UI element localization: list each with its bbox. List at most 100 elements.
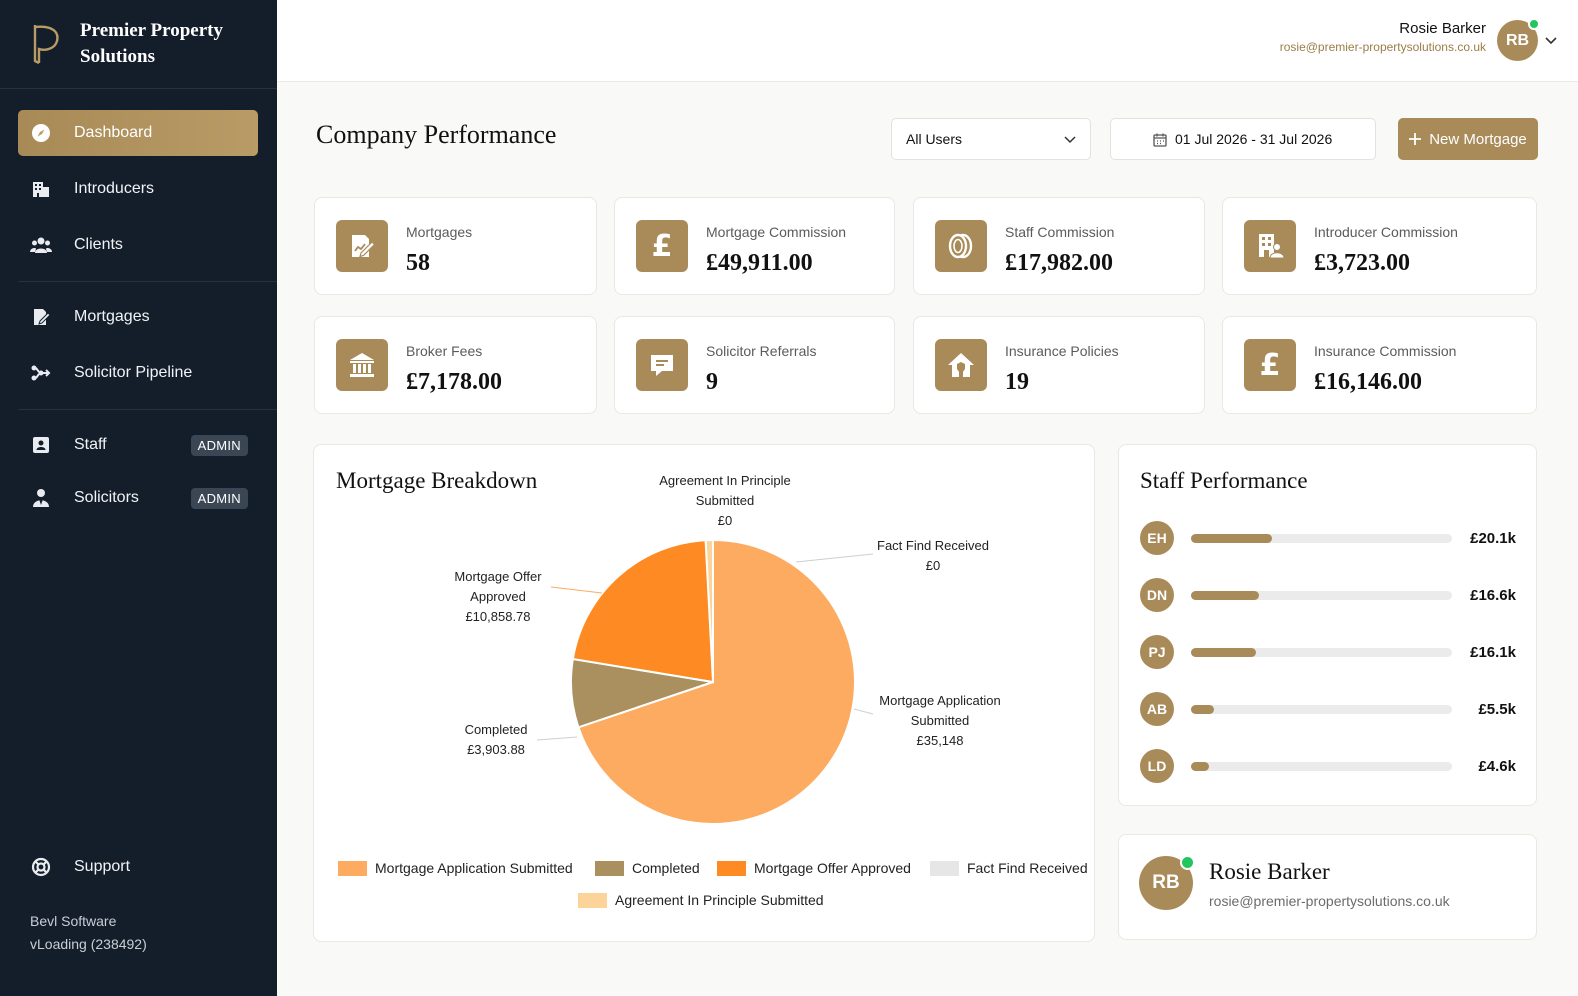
avatar: LD: [1140, 749, 1174, 783]
brand[interactable]: Premier Property Solutions: [0, 0, 277, 89]
id-badge-icon: [30, 434, 52, 456]
sidebar-divider: [18, 409, 277, 410]
legend-item-application-submitted[interactable]: Mortgage Application Submitted: [338, 860, 573, 876]
staff-row[interactable]: PJ £16.1k: [1140, 634, 1520, 670]
user-filter-select[interactable]: All Users: [891, 118, 1091, 160]
sidebar-item-solicitors[interactable]: Solicitors ADMIN: [18, 475, 258, 521]
pie-label-offer-approved: Mortgage Offer Approved £10,858.78: [454, 569, 542, 624]
sidebar-item-mortgages[interactable]: Mortgages: [18, 294, 258, 340]
pound-icon: £: [636, 220, 688, 272]
staff-performance-card: [1118, 444, 1537, 806]
stat-card-staff-commission[interactable]: Staff Commission £17,982.00: [913, 197, 1205, 295]
online-status-dot: [1180, 855, 1195, 870]
pie-label-fact-find: Fact Find Received £0: [877, 538, 989, 573]
buildings-icon: [30, 178, 52, 200]
chevron-down-icon: [1064, 136, 1076, 144]
stat-label: Introducer Commission: [1314, 224, 1458, 240]
contract-icon: [30, 306, 52, 328]
user-menu-info[interactable]: Rosie Barker rosie@premier-propertysolut…: [1280, 20, 1486, 54]
breakdown-title: Mortgage Breakdown: [336, 468, 538, 493]
pie-chart: [536, 538, 874, 825]
avatar: DN: [1140, 578, 1174, 612]
footer-info: Bevl Software vLoading (238492): [30, 910, 147, 956]
sidebar-item-label: Mortgages: [74, 308, 150, 325]
date-range-picker[interactable]: 01 Jul 2026 - 31 Jul 2026: [1110, 118, 1376, 160]
stat-value: 9: [706, 369, 718, 395]
new-mortgage-button[interactable]: New Mortgage: [1398, 118, 1538, 160]
stat-card-broker-fees[interactable]: Broker Fees £7,178.00: [314, 316, 597, 414]
staff-amount: £5.5k: [1478, 700, 1516, 718]
new-mortgage-label: New Mortgage: [1429, 130, 1527, 148]
chevron-down-icon[interactable]: [1545, 36, 1557, 46]
pipeline-icon: [30, 362, 52, 384]
avatar-initials: RB: [1152, 872, 1180, 893]
stat-card-insurance-commission[interactable]: £ Insurance Commission £16,146.00: [1222, 316, 1537, 414]
avatar[interactable]: RB: [1497, 18, 1540, 61]
sidebar: Premier Property Solutions Dashboard Int…: [0, 0, 277, 996]
stat-label: Mortgages: [406, 224, 473, 240]
sidebar-item-solicitor-pipeline[interactable]: Solicitor Pipeline: [18, 350, 258, 396]
stat-label: Mortgage Commission: [706, 224, 847, 240]
staff-amount: £4.6k: [1478, 757, 1516, 775]
staff-row[interactable]: AB £5.5k: [1140, 691, 1520, 727]
stat-value: £17,982.00: [1005, 250, 1113, 276]
avatar: EH: [1140, 521, 1174, 555]
profile-name: Rosie Barker: [1209, 859, 1330, 884]
online-status-dot: [1528, 18, 1540, 30]
admin-badge: ADMIN: [190, 487, 248, 509]
staff-performance-title: Staff Performance: [1140, 468, 1308, 493]
stat-label: Solicitor Referrals: [706, 343, 817, 359]
person-icon: [30, 487, 52, 509]
avatar: AB: [1140, 692, 1174, 726]
slice-application-submitted[interactable]: [577, 538, 856, 825]
stat-card-mortgages[interactable]: Mortgages 58: [314, 197, 597, 295]
leader-line-offer-approved: [550, 586, 603, 594]
avatar: RB: [1139, 855, 1195, 910]
legend-item-completed[interactable]: Completed: [595, 860, 700, 876]
admin-badge: ADMIN: [190, 434, 248, 456]
sidebar-item-label: Dashboard: [74, 124, 153, 141]
staff-row[interactable]: EH £20.1k: [1140, 520, 1520, 556]
staff-row[interactable]: LD £4.6k: [1140, 748, 1520, 784]
progress-track: [1191, 761, 1452, 771]
stat-card-introducer-commission[interactable]: Introducer Commission £3,723.00: [1222, 197, 1537, 295]
profile-card[interactable]: RB Rosie Barker rosie@premier-propertyso…: [1118, 834, 1537, 940]
sidebar-item-staff[interactable]: Staff ADMIN: [18, 422, 258, 468]
stat-card-mortgage-commission[interactable]: £ Mortgage Commission £49,911.00: [614, 197, 895, 295]
stat-value: £3,723.00: [1314, 250, 1410, 276]
sidebar-divider: [18, 281, 277, 282]
pie-label-aip: Agreement In Principle Submitted £0: [659, 473, 791, 528]
progress-track: [1191, 704, 1452, 714]
legend-item-fact-find[interactable]: Fact Find Received: [930, 860, 1088, 876]
leader-line-application-submitted: [853, 708, 874, 715]
leader-line-fact-find: [795, 553, 874, 563]
user-name: Rosie Barker: [1399, 20, 1486, 37]
slice-offer-approved[interactable]: [571, 539, 715, 684]
sidebar-item-introducers[interactable]: Introducers: [18, 166, 258, 212]
progress-bar: [1191, 533, 1272, 543]
legend-item-offer-approved[interactable]: Mortgage Offer Approved: [717, 860, 911, 876]
stat-card-insurance-policies[interactable]: Insurance Policies 19: [913, 316, 1205, 414]
sidebar-item-support[interactable]: Support: [18, 844, 258, 890]
stat-card-solicitor-referrals[interactable]: Solicitor Referrals 9: [614, 316, 895, 414]
progress-bar: [1191, 704, 1215, 714]
stat-label: Broker Fees: [406, 343, 483, 359]
document-edit-icon: [336, 220, 388, 272]
sidebar-item-label: Solicitors: [74, 489, 139, 506]
avatar-initials: RB: [1505, 31, 1530, 49]
sidebar-item-clients[interactable]: Clients: [18, 222, 258, 268]
stat-value: £16,146.00: [1314, 369, 1422, 395]
progress-track: [1191, 590, 1452, 600]
user-email: rosie@premier-propertysolutions.co.uk: [1279, 40, 1486, 54]
legend-item-aip[interactable]: Agreement In Principle Submitted: [578, 892, 824, 908]
page-title: Company Performance: [316, 120, 557, 149]
staff-row[interactable]: DN £16.6k: [1140, 577, 1520, 613]
progress-bar: [1191, 590, 1259, 600]
staff-amount: £16.1k: [1470, 643, 1516, 661]
sidebar-item-dashboard[interactable]: Dashboard: [18, 110, 258, 156]
top-bar: Rosie Barker rosie@premier-propertysolut…: [277, 0, 1578, 82]
progress-bar: [1191, 647, 1257, 657]
date-range-value: 01 Jul 2026 - 31 Jul 2026: [1175, 131, 1333, 147]
progress-track: [1191, 647, 1452, 657]
stat-value: 19: [1005, 369, 1029, 395]
